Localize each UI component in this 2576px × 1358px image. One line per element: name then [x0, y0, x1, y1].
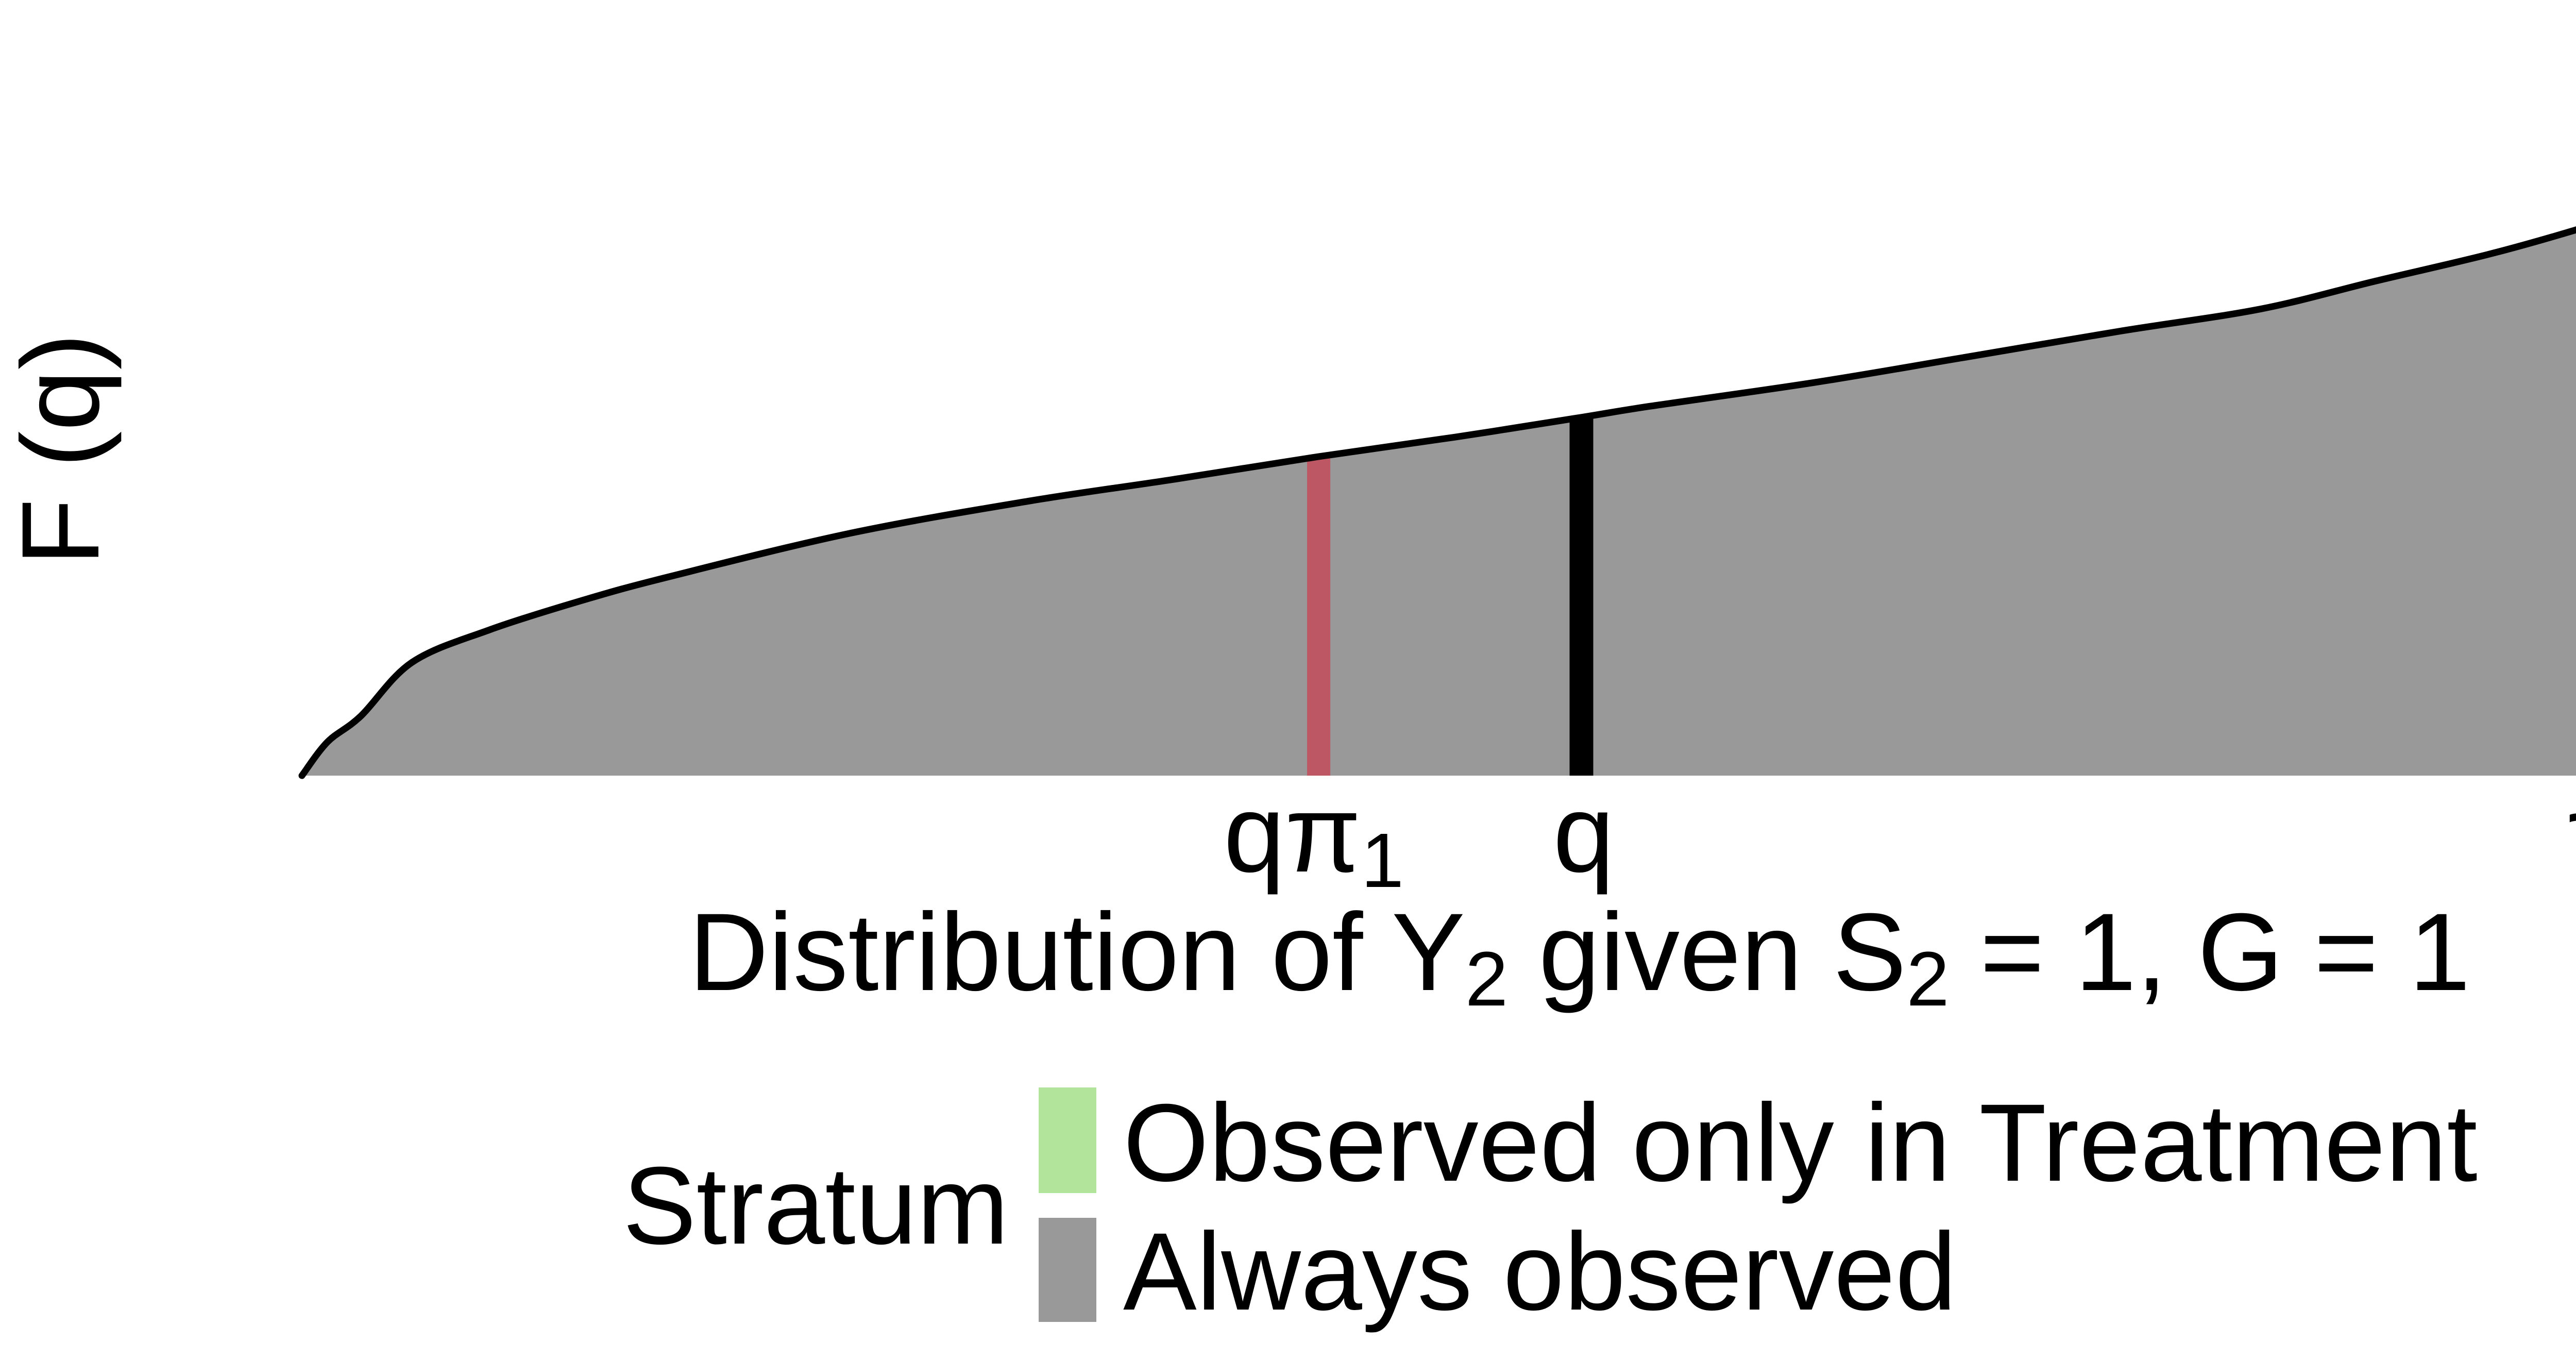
always-observed-area — [302, 229, 2576, 776]
x-axis-title: Distribution of Y2 given S2 = 1, G = 1 — [689, 897, 2470, 1017]
legend-key-treatment-only — [1039, 1087, 1096, 1193]
legend-label-always-observed: Always observed — [1123, 1210, 1957, 1333]
x-axis-title-sub: 2 — [1906, 935, 1950, 1022]
x-tick-qpi1-main: qπ — [1224, 772, 1361, 895]
x-tick-qpi1-sub: 1 — [1361, 816, 1404, 903]
y-axis-title: F (q) — [0, 333, 122, 566]
x-axis-title-part: Distribution of Y — [689, 891, 1465, 1014]
legend-title: Stratum — [622, 1144, 1009, 1267]
q-reference-line — [1569, 417, 1594, 776]
x-tick-q: q — [1553, 779, 1614, 889]
cdf-curve — [298, 226, 2576, 779]
y-axis-title-text: F (q) — [0, 333, 122, 566]
x-axis-title-part: given S — [1508, 891, 1907, 1014]
x-tick-q-main: q — [1553, 772, 1615, 895]
x-tick-pi1-main: π — [2566, 772, 2576, 895]
x-tick-pi1: π1 — [2566, 779, 2576, 889]
qpi1-reference-line — [1307, 457, 1331, 776]
x-axis-title-sub: 2 — [1465, 935, 1509, 1022]
x-axis-title-part: = 1, G = 1 — [1949, 891, 2470, 1014]
x-tick-qpi1: qπ1 — [1224, 779, 1404, 899]
legend-label-treatment-only: Observed only in Treatment — [1123, 1081, 2478, 1204]
legend-key-always-observed — [1039, 1218, 1096, 1322]
